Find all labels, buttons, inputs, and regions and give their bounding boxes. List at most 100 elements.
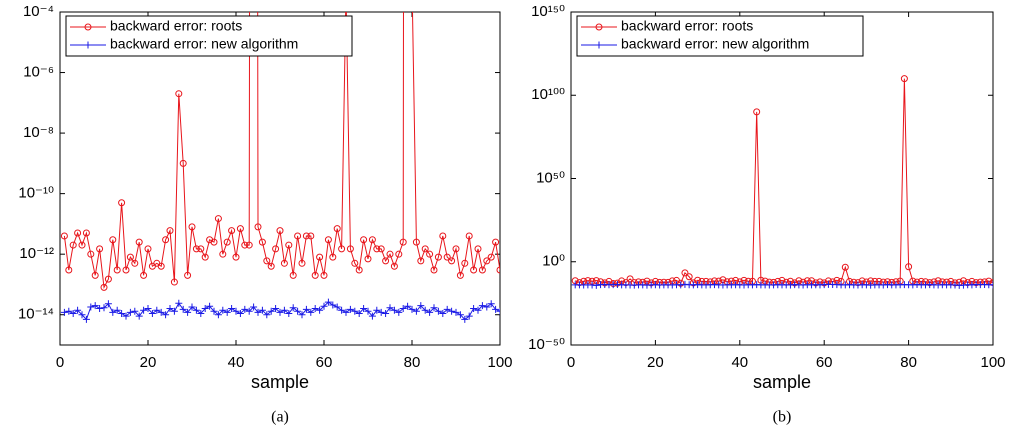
marker-plus [386, 304, 394, 312]
marker-plus [236, 309, 244, 317]
marker-plus [267, 307, 275, 315]
caption: (b) [773, 409, 792, 426]
marker-circle [302, 232, 310, 240]
marker-plus [100, 304, 108, 312]
marker-circle [320, 271, 328, 279]
marker-plus [408, 305, 416, 313]
marker-circle [280, 259, 288, 267]
legend-label: backward error: new algorithm [110, 36, 298, 52]
marker-plus [104, 300, 112, 308]
x-axis-label: sample [753, 372, 811, 392]
marker-plus [148, 309, 156, 317]
marker-circle [417, 257, 425, 265]
x-tick-label: 60 [816, 354, 833, 371]
marker-plus [254, 308, 262, 316]
marker-plus [113, 306, 121, 314]
marker-plus [404, 302, 412, 310]
marker-circle [254, 223, 262, 231]
x-tick-label: 0 [56, 354, 64, 371]
marker-circle [900, 75, 908, 83]
marker-plus [201, 305, 209, 313]
marker-plus [346, 305, 354, 313]
marker-plus [241, 305, 249, 313]
marker-plus [250, 303, 258, 311]
marker-plus [122, 312, 130, 320]
marker-plus [276, 308, 284, 316]
marker-plus [456, 311, 464, 319]
marker-plus [342, 308, 350, 316]
marker-circle [456, 271, 464, 279]
marker-circle [91, 271, 99, 279]
marker-circle [201, 253, 209, 261]
marker-circle [175, 90, 183, 98]
marker-circle [285, 241, 293, 249]
x-tick-label: 60 [316, 354, 333, 371]
plot-area [60, 12, 500, 323]
marker-plus [461, 315, 469, 323]
y-tick-label: 10⁻¹⁴ [18, 306, 54, 323]
marker-plus [592, 281, 600, 289]
marker-circle [595, 23, 603, 31]
marker-plus [316, 306, 324, 314]
marker-plus [364, 307, 372, 315]
marker-circle [122, 266, 130, 274]
marker-circle [65, 266, 73, 274]
marker-circle [223, 238, 231, 246]
marker-circle [448, 257, 456, 265]
marker-circle [263, 257, 271, 265]
marker-circle [78, 241, 86, 249]
marker-circle [179, 159, 187, 167]
marker-plus [162, 311, 170, 319]
legend-box [65, 15, 353, 57]
marker-circle [184, 271, 192, 279]
legend-label: backward error: roots [621, 18, 753, 34]
marker-circle [298, 259, 306, 267]
marker-plus [443, 305, 451, 313]
marker-plus [474, 306, 482, 314]
marker-plus [197, 309, 205, 317]
marker-circle [69, 241, 77, 249]
marker-plus [214, 311, 222, 319]
marker-circle [188, 223, 196, 231]
marker-circle [113, 266, 121, 274]
marker-circle [338, 245, 346, 253]
marker-plus [263, 311, 271, 319]
marker-circle [162, 236, 170, 244]
marker-circle [496, 266, 500, 274]
marker-plus [311, 305, 319, 313]
marker-circle [487, 253, 495, 261]
marker-plus [175, 299, 183, 307]
y-tick-label: 10⁻⁶ [23, 64, 54, 81]
marker-plus [96, 305, 104, 313]
marker-plus [329, 301, 337, 309]
x-tick-label: 100 [980, 354, 1005, 371]
marker-plus [272, 305, 280, 313]
marker-circle [492, 238, 500, 246]
marker-plus [69, 309, 77, 317]
marker-circle [753, 108, 761, 116]
marker-plus [465, 312, 473, 320]
marker-plus [448, 307, 456, 315]
marker-circle [170, 278, 178, 286]
marker-plus [333, 303, 341, 311]
marker-plus [989, 281, 993, 289]
marker-circle [989, 279, 993, 287]
marker-plus [298, 311, 306, 319]
legend-label: backward error: roots [110, 18, 242, 34]
y-tick-label: 10⁵⁰ [536, 169, 565, 186]
marker-plus [355, 309, 363, 317]
marker-circle [461, 259, 469, 267]
marker-circle [681, 269, 689, 277]
marker-circle [96, 245, 104, 253]
marker-plus [232, 307, 240, 315]
marker-circle [241, 241, 249, 249]
marker-plus [109, 308, 117, 316]
marker-circle [685, 273, 693, 281]
x-tick-label: 40 [731, 354, 748, 371]
marker-plus [87, 303, 95, 311]
marker-circle [316, 253, 324, 261]
marker-circle [329, 253, 337, 261]
plot-area [571, 75, 993, 289]
